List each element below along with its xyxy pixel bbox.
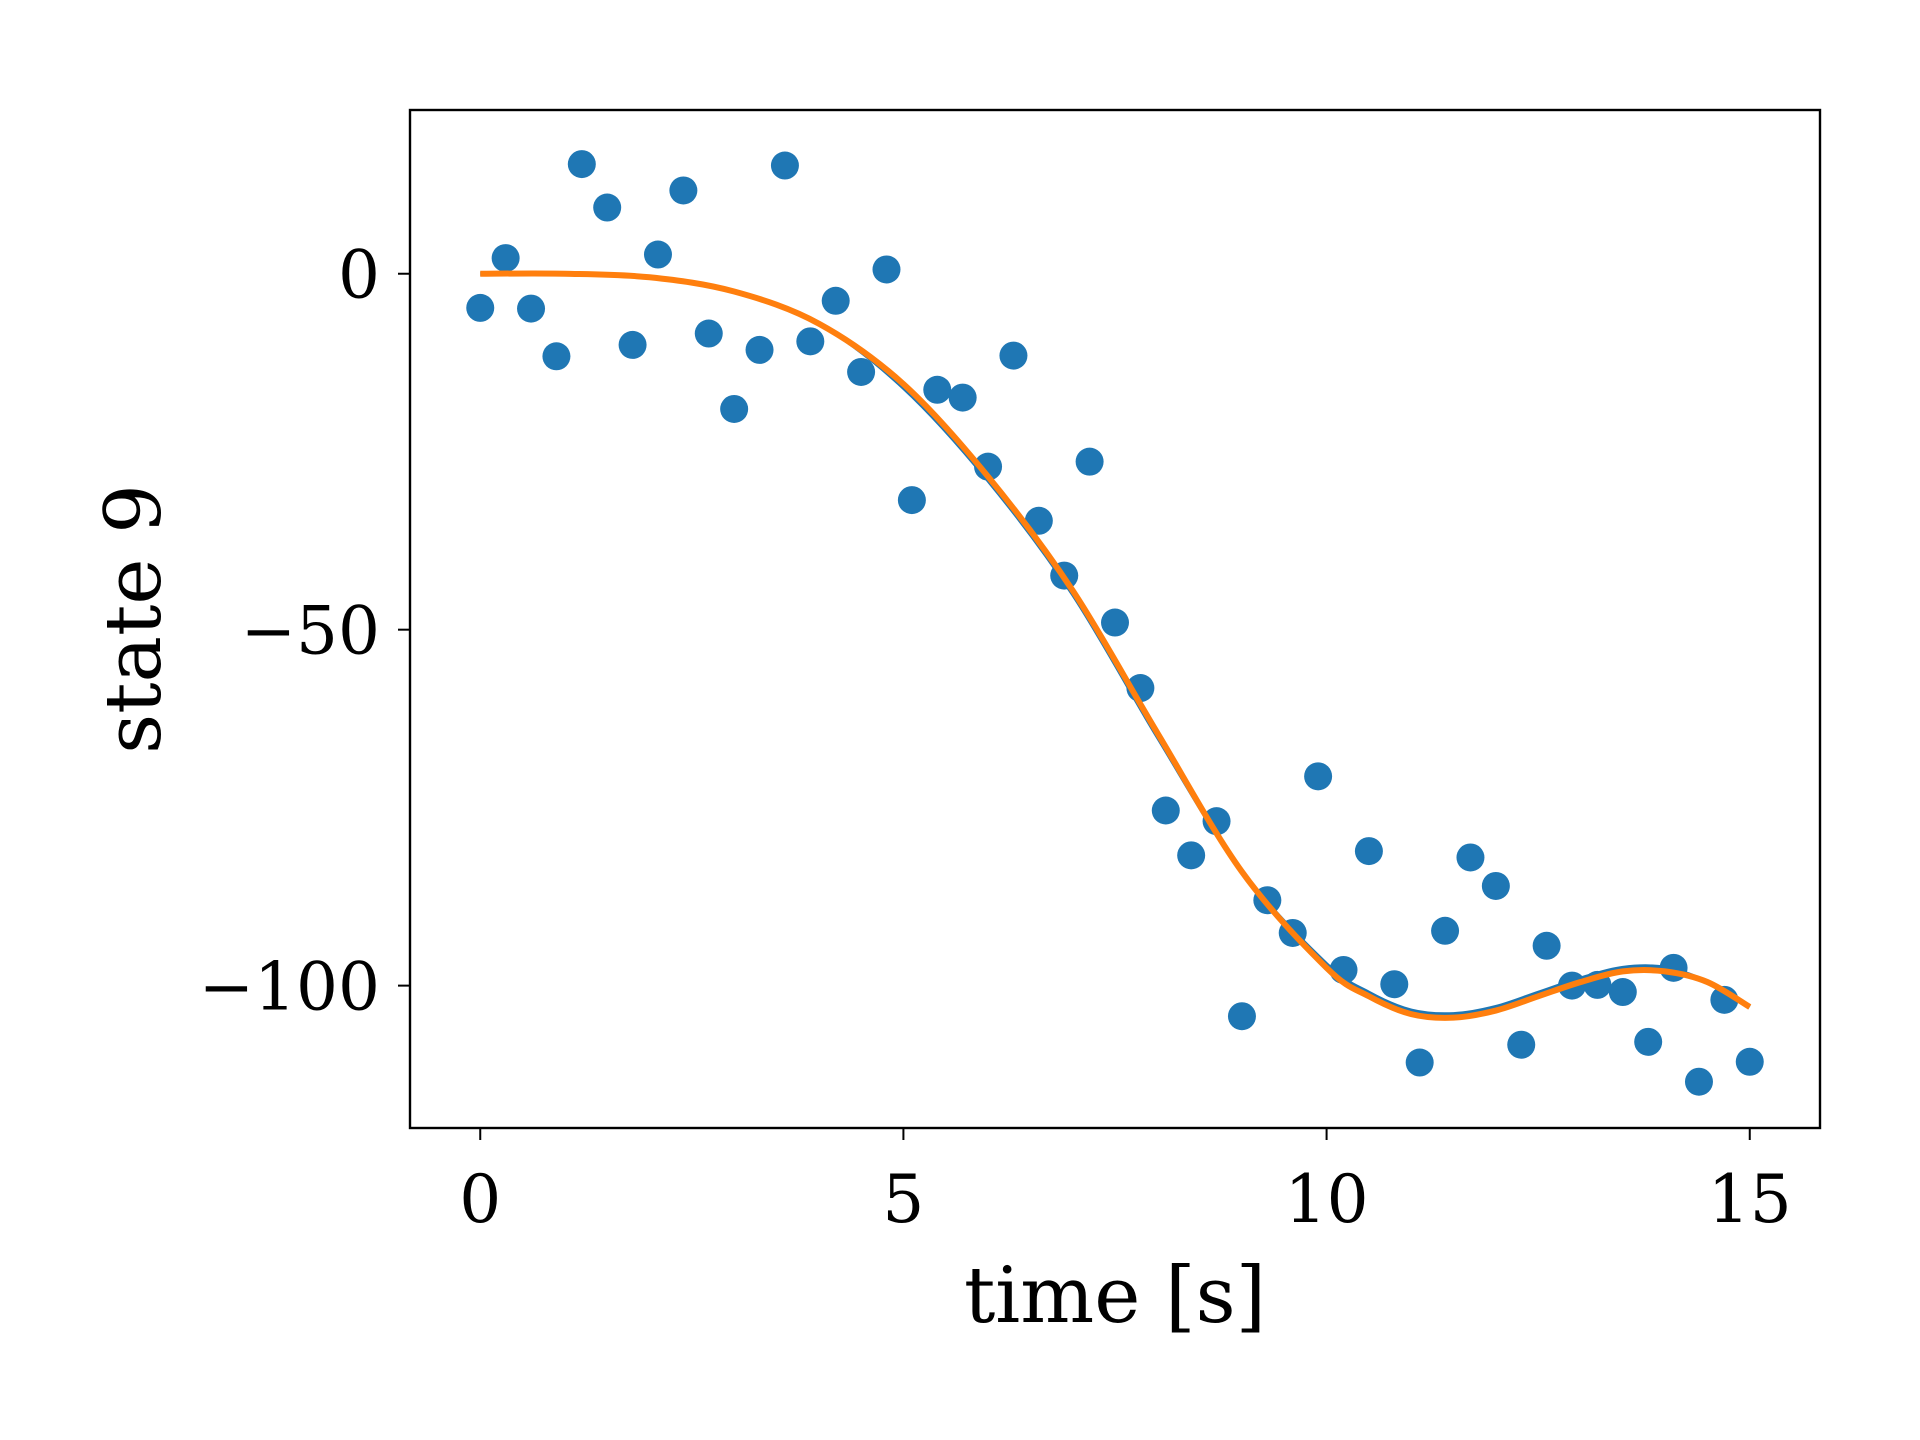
scatter-point <box>517 294 546 323</box>
x-tick-label: 0 <box>459 1161 501 1238</box>
fit-line-orange <box>480 270 1752 1021</box>
scatter-point <box>567 150 596 179</box>
scatter-point <box>948 383 977 412</box>
scatter-series <box>466 150 1764 1096</box>
scatter-point <box>1405 1048 1434 1077</box>
scatter-point <box>821 286 850 315</box>
scatter-point <box>491 244 520 273</box>
scatter-point <box>694 319 723 348</box>
scatter-point <box>872 255 901 284</box>
scatter-point <box>1684 1067 1713 1096</box>
x-axis-label: time [s] <box>964 1251 1266 1341</box>
scatter-point <box>1380 970 1409 999</box>
scatter-point <box>847 357 876 386</box>
scatter-point <box>466 293 495 322</box>
scatter-point <box>1634 1027 1663 1056</box>
y-tick-label: −100 <box>199 949 380 1026</box>
y-tick-label: −50 <box>241 593 380 670</box>
scatter-point <box>618 330 647 359</box>
scatter-point <box>643 240 672 269</box>
scatter-point <box>1304 762 1333 791</box>
x-axis-ticks: 0 5 10 15 <box>459 1128 1792 1238</box>
scatter-point <box>1608 978 1637 1007</box>
scatter-point <box>542 342 571 371</box>
scatter-point <box>1101 608 1129 637</box>
scatter-point <box>745 335 774 364</box>
scatter-point <box>720 394 749 423</box>
x-tick-label: 15 <box>1708 1161 1792 1238</box>
scatter-point <box>1177 841 1206 870</box>
scatter-point <box>1532 931 1561 960</box>
series-layer <box>466 150 1764 1096</box>
y-axis-label: state 9 <box>89 484 179 754</box>
scatter-point <box>999 341 1028 370</box>
x-tick-label: 5 <box>882 1161 924 1238</box>
plot-frame <box>408 108 1822 1130</box>
scatter-point <box>669 176 698 205</box>
scatter-point <box>1735 1047 1764 1076</box>
scatter-point <box>1075 447 1104 476</box>
scatter-point <box>1507 1030 1536 1059</box>
scatter-point <box>923 375 952 404</box>
scatter-point <box>1456 843 1485 872</box>
x-tick-label: 10 <box>1285 1161 1369 1238</box>
scatter-point <box>593 193 622 222</box>
scatter-point <box>1481 871 1510 900</box>
scatter-point <box>1431 916 1460 945</box>
scatter-point <box>897 486 926 515</box>
scatter-point <box>1202 807 1231 836</box>
y-tick-label: 0 <box>338 237 380 314</box>
y-axis-ticks: 0 −50 −100 <box>199 237 410 1026</box>
scatter-point <box>770 151 799 180</box>
scatter-point <box>796 327 825 356</box>
scatter-point <box>1354 837 1383 866</box>
scatter-point <box>1151 796 1180 825</box>
scatter-point <box>1227 1002 1256 1031</box>
